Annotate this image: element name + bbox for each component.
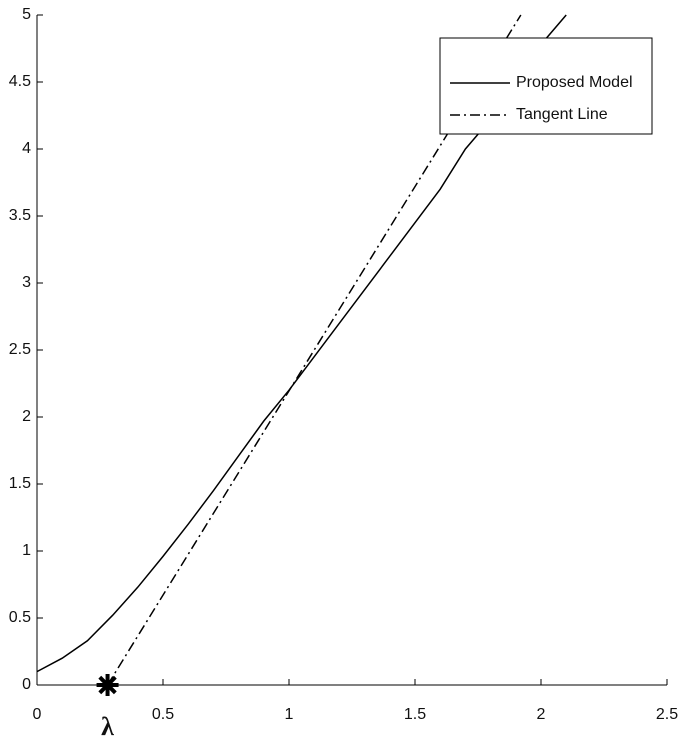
y-tick-label: 2 (22, 408, 31, 425)
y-tick-label: 3 (22, 274, 31, 291)
x-tick-label: 0 (33, 706, 42, 723)
x-tick-label: 2.5 (656, 706, 678, 723)
y-tick-label: 5 (22, 6, 31, 23)
legend-box (439, 37, 653, 135)
y-tick-label: 0.5 (9, 609, 31, 626)
y-tick-label: 3.5 (9, 207, 31, 224)
y-tick-label: 2.5 (9, 341, 31, 358)
x-tick-label: 0.5 (152, 706, 174, 723)
annotation: λ (101, 712, 114, 741)
x-tick-label: 2 (537, 706, 546, 723)
y-tick-label: 1 (22, 542, 31, 559)
y-tick-label: 1.5 (9, 475, 31, 492)
y-tick-label: 0 (22, 676, 31, 693)
x-tick-label: 1 (285, 706, 294, 723)
line-series (36, 14, 567, 673)
y-tick-label: 4 (22, 140, 31, 157)
y-tick-label: 4.5 (9, 73, 31, 90)
legend-label: Tangent Line (516, 106, 608, 123)
x-tick-label: 1.5 (404, 706, 426, 723)
star-marker (96, 674, 119, 696)
legend-label: Proposed Model (516, 74, 633, 91)
star-stroke (98, 675, 117, 695)
